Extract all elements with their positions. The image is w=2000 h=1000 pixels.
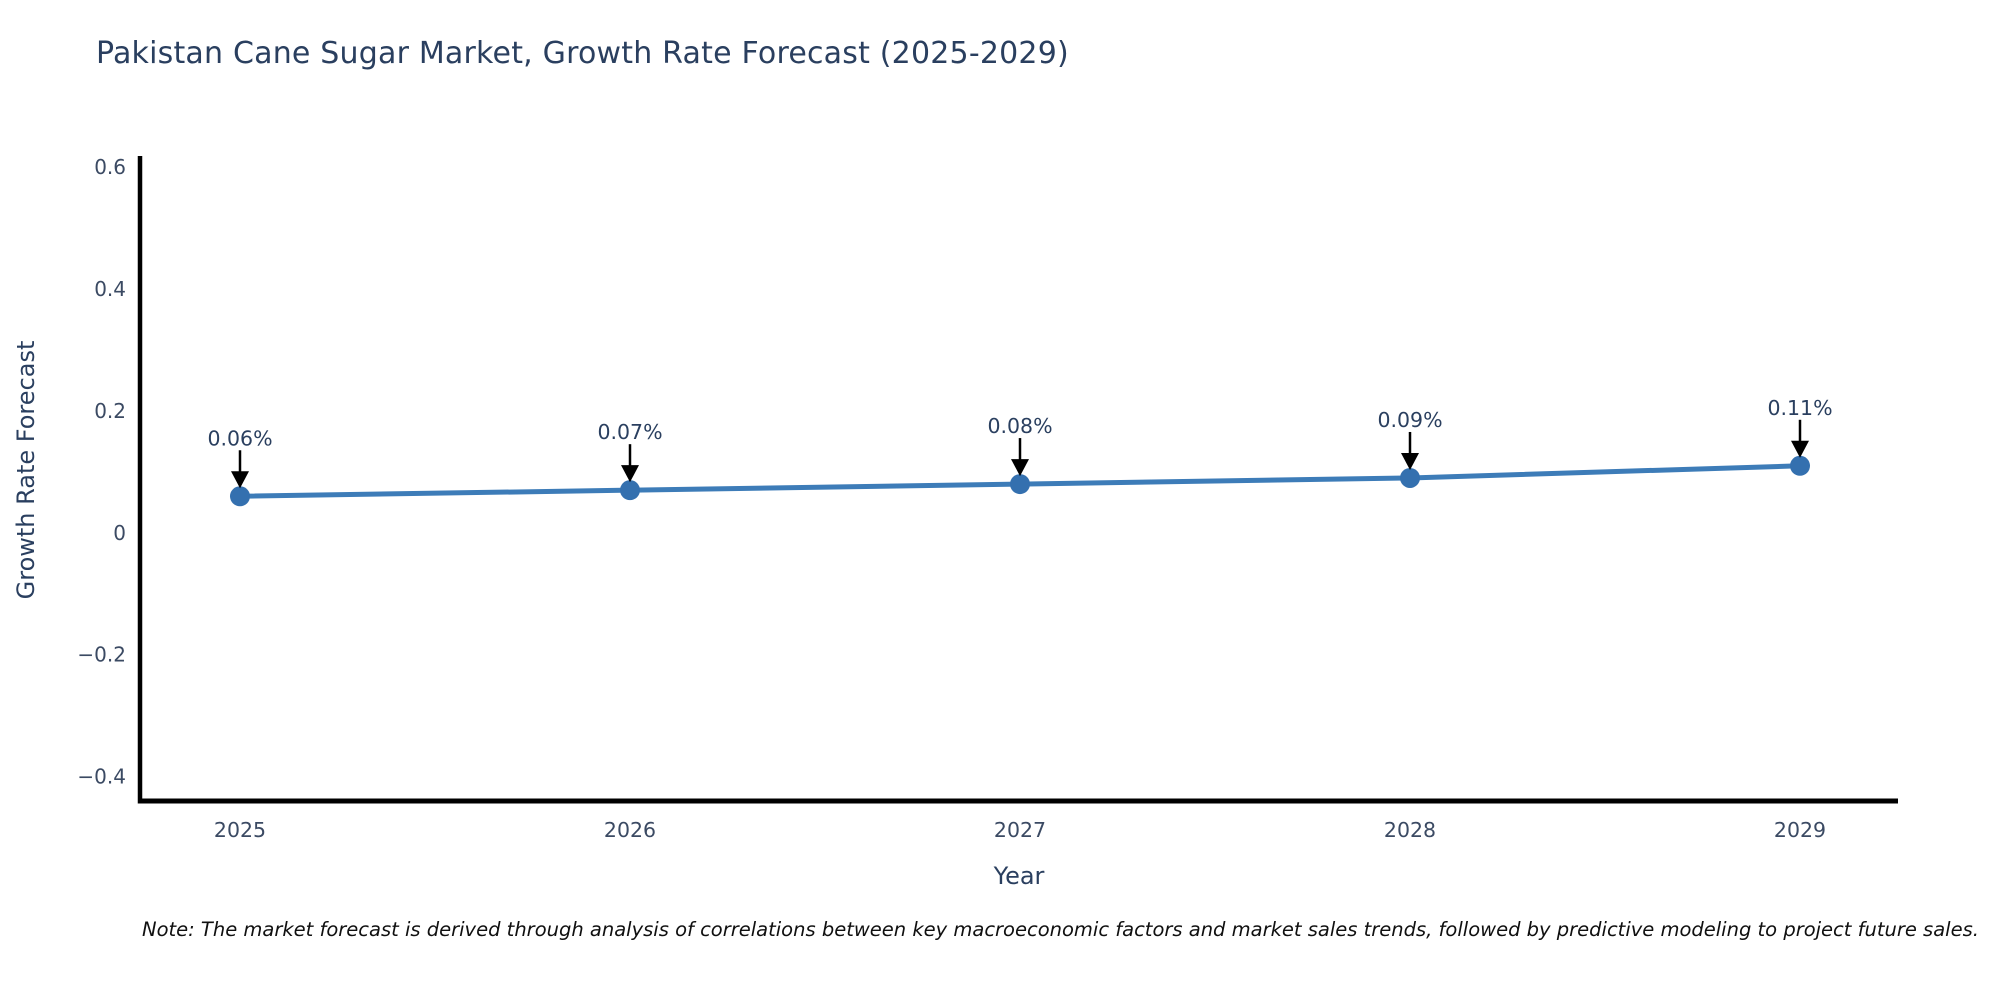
data-point xyxy=(230,486,250,507)
chart-title: Pakistan Cane Sugar Market, Growth Rate … xyxy=(96,36,1069,71)
point-annotation: 0.11% xyxy=(1767,396,1832,420)
y-tick-label: 0 xyxy=(113,521,126,545)
y-tick-label: −0.2 xyxy=(77,643,126,667)
x-tick-label: 2029 xyxy=(1774,818,1826,842)
annotation-arrowhead xyxy=(1011,459,1029,477)
y-tick-label: 0.2 xyxy=(94,399,126,423)
point-annotation: 0.09% xyxy=(1377,408,1442,432)
annotation-arrowhead xyxy=(1791,440,1809,458)
x-tick-label: 2028 xyxy=(1384,818,1436,842)
data-point xyxy=(1400,467,1420,488)
x-tick-label: 2027 xyxy=(994,818,1046,842)
y-axis-title: Growth Rate Forecast xyxy=(12,341,40,600)
x-tick-label: 2026 xyxy=(604,818,656,842)
footnote: Note: The market forecast is derived thr… xyxy=(142,918,1979,941)
y-tick-label: 0.4 xyxy=(94,277,126,301)
annotation-arrowhead xyxy=(621,465,639,483)
y-tick-label: 0.6 xyxy=(94,155,126,179)
annotation-arrowhead xyxy=(231,471,249,489)
data-point xyxy=(1010,474,1030,495)
data-point xyxy=(620,480,640,501)
annotation-arrowhead xyxy=(1401,452,1419,470)
plot-area: 0.6 0.4 0.2 0 −0.2 −0.4 2025 2026 2027 2028 2029 Ye… xyxy=(12,155,1898,890)
point-annotation: 0.06% xyxy=(207,426,272,450)
y-tick-label: −0.4 xyxy=(77,765,126,789)
point-annotation: 0.07% xyxy=(597,420,662,444)
point-annotation: 0.08% xyxy=(987,414,1052,438)
data-point xyxy=(1790,455,1810,476)
x-tick-label: 2025 xyxy=(214,818,266,842)
x-axis-title: Year xyxy=(993,862,1045,890)
